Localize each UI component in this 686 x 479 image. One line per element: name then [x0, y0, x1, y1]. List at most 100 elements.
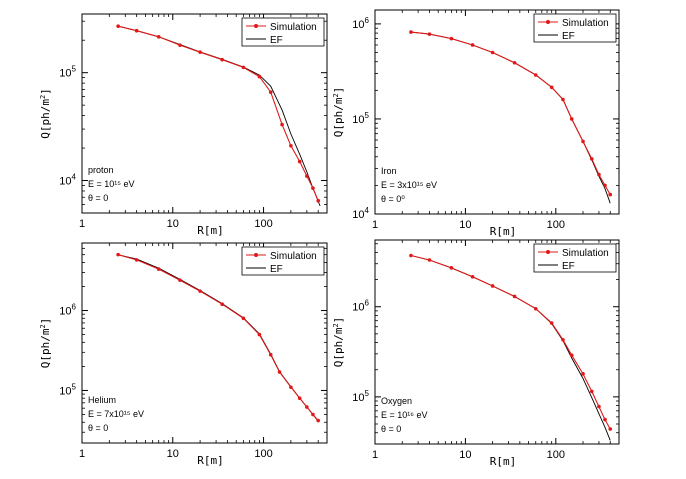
legend-label-ef: EF	[562, 31, 575, 42]
data-point	[280, 122, 284, 127]
data-point	[470, 274, 475, 279]
annotation-line: E = 10¹⁵ eV	[88, 179, 135, 189]
series-line-simulation	[410, 254, 611, 430]
x-tick-label: 10	[459, 449, 471, 461]
series-simulation	[409, 30, 613, 197]
legend-box	[533, 243, 617, 273]
y-tick-label: 105	[59, 65, 76, 80]
y-axis-label: Q[ph/m2]	[332, 317, 345, 368]
y-tick-label: 105	[59, 382, 76, 397]
y-tick-label: 105	[352, 111, 369, 126]
data-point	[597, 404, 601, 409]
series-ef	[410, 255, 611, 441]
x-tick-label: 100	[254, 448, 272, 460]
data-point	[561, 337, 565, 342]
data-point	[156, 35, 161, 39]
data-point	[268, 352, 273, 357]
x-tick-label: 1	[372, 219, 378, 231]
data-point	[549, 321, 554, 325]
series-simulation	[116, 24, 321, 203]
series-line-simulation	[117, 254, 319, 421]
data-point	[449, 36, 454, 41]
data-point	[533, 73, 538, 77]
data-point	[427, 258, 432, 262]
x-axis-label: R[m]	[197, 224, 224, 237]
data-point	[241, 316, 246, 321]
legend-box	[241, 246, 325, 276]
annotation-line: E = 10¹⁶ eV	[381, 410, 427, 420]
data-point	[178, 43, 182, 47]
data-point	[512, 60, 517, 65]
x-tick-label: 100	[254, 218, 272, 230]
x-tick-label: 10	[459, 219, 471, 231]
data-point	[220, 302, 224, 307]
data-point	[603, 183, 607, 188]
data-point	[549, 85, 554, 90]
data-point	[297, 396, 302, 400]
legend-marker-simulation	[254, 24, 258, 28]
data-point	[589, 157, 594, 161]
data-point	[116, 252, 120, 257]
y-tick-label: 104	[59, 173, 76, 188]
x-tick-label: 100	[547, 219, 565, 231]
annotation-line: θ = 0⁰	[381, 194, 405, 204]
plot-frame	[81, 242, 328, 444]
data-point	[603, 417, 607, 422]
x-tick-label: 10	[167, 448, 179, 460]
data-point	[608, 192, 613, 197]
annotation-line: Oxygen	[381, 396, 412, 406]
legend-marker-simulation	[254, 253, 258, 257]
data-point	[597, 172, 601, 177]
data-point	[449, 266, 454, 270]
series-ef	[117, 25, 321, 207]
data-point	[297, 159, 302, 164]
data-point	[490, 284, 495, 288]
data-point	[316, 418, 321, 423]
annotation-line: θ = 0	[381, 424, 401, 434]
data-point	[257, 332, 262, 337]
x-tick-label: 1	[372, 449, 378, 461]
y-axis-label: Q[ph/m2]	[39, 318, 52, 369]
series-line-simulation	[117, 25, 319, 201]
legend-marker-simulation	[546, 20, 550, 24]
data-point	[470, 43, 475, 47]
series-ef	[117, 254, 319, 422]
x-tick-label: 1	[79, 218, 85, 230]
annotation-line: Helium	[88, 395, 116, 405]
data-point	[220, 57, 224, 62]
series-ef	[410, 31, 611, 204]
data-point	[490, 50, 495, 55]
data-point	[512, 294, 517, 299]
legend-label-simulation: Simulation	[562, 18, 609, 29]
series-line-ef	[117, 254, 319, 422]
data-point	[311, 412, 315, 417]
data-point	[608, 427, 613, 431]
plot-frame	[374, 239, 620, 445]
data-point	[198, 289, 202, 293]
annotation-line: Iron	[381, 166, 397, 176]
panel-proton: 1 10 100 104 105 R[m] Q[ph/m2] Simulation EF prot…	[39, 13, 328, 237]
data-point	[409, 30, 413, 34]
legend-label-ef: EF	[562, 261, 575, 272]
data-point	[198, 50, 202, 54]
panel-oxygen: 1 10 100 105 106 R[m] Q[ph/m2] Simulation EF Oxyg…	[332, 239, 620, 468]
data-point	[569, 117, 574, 121]
x-axis-label: R[m]	[197, 454, 224, 467]
data-point	[581, 139, 585, 144]
data-point	[533, 306, 538, 311]
x-tick-label: 100	[547, 449, 565, 461]
series-line-ef	[117, 25, 321, 207]
data-point	[311, 186, 315, 190]
legend: Simulation EF	[241, 17, 325, 47]
legend-marker-simulation	[546, 250, 550, 254]
y-axis-label: Q[ph/m2]	[332, 87, 345, 138]
data-point	[305, 405, 309, 409]
y-tick-label: 104	[352, 206, 369, 221]
panel-helium: 1 10 100 105 106 R[m] Q[ph/m2] Simulation EF Heli…	[39, 242, 328, 467]
legend: Simulation EF	[533, 13, 617, 43]
series-line-simulation	[410, 31, 611, 195]
data-point	[561, 97, 565, 102]
data-point	[581, 372, 585, 376]
data-point	[277, 370, 282, 374]
